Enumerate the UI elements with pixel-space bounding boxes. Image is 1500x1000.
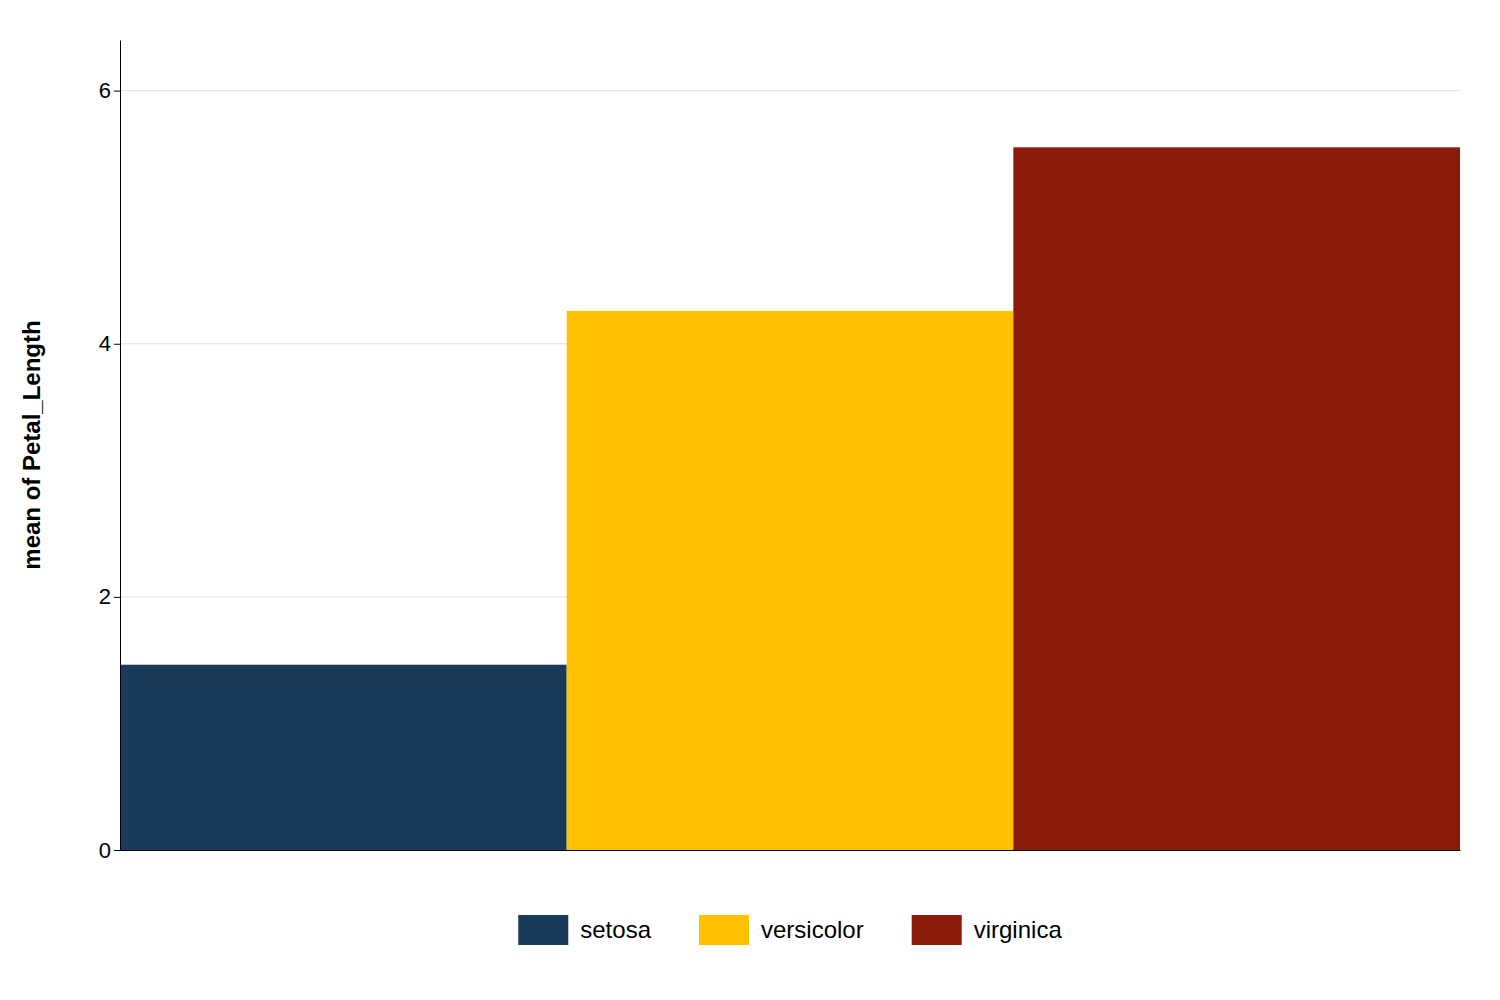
bar bbox=[120, 665, 567, 850]
bars bbox=[120, 147, 1460, 850]
legend-label: versicolor bbox=[761, 916, 864, 943]
plot: 0 2 4 6 bbox=[99, 41, 1461, 863]
y-tick-label: 4 bbox=[99, 331, 111, 356]
chart: 0 2 4 6 mean of Petal_Lengthsetosa versicolor… bbox=[0, 0, 1500, 1000]
y-axis-line bbox=[120, 41, 121, 851]
y-tick: 4 bbox=[99, 331, 120, 356]
y-tick-mark bbox=[114, 91, 120, 92]
bar bbox=[567, 311, 1014, 850]
y-tick-label: 6 bbox=[99, 78, 111, 103]
bar bbox=[1013, 147, 1460, 850]
grid-line bbox=[120, 90, 1460, 91]
y-tick: 2 bbox=[99, 584, 120, 609]
y-tick-label: 2 bbox=[99, 584, 111, 609]
y-axis: 0 2 4 6 bbox=[99, 41, 121, 863]
y-tick: 6 bbox=[99, 78, 120, 103]
x-axis-line bbox=[121, 850, 1461, 851]
y-axis-title: mean of Petal_Length bbox=[18, 320, 45, 569]
y-tick-mark bbox=[114, 850, 120, 851]
legend-swatch bbox=[699, 915, 749, 945]
y-tick-label: 0 bbox=[99, 838, 111, 863]
y-tick-mark bbox=[114, 597, 120, 598]
legend-swatch bbox=[912, 915, 962, 945]
legend-label: setosa bbox=[580, 916, 651, 943]
y-tick: 0 bbox=[99, 838, 120, 863]
legend: setosa versicolor virginica bbox=[518, 915, 1062, 945]
legend-item: setosa bbox=[518, 915, 651, 945]
y-tick-mark bbox=[114, 344, 120, 345]
legend-swatch bbox=[518, 915, 568, 945]
x-axis bbox=[121, 850, 1461, 851]
grid bbox=[120, 91, 1460, 850]
legend-item: virginica bbox=[912, 915, 1063, 945]
legend-label: virginica bbox=[974, 916, 1063, 943]
legend-item: versicolor bbox=[699, 915, 864, 945]
